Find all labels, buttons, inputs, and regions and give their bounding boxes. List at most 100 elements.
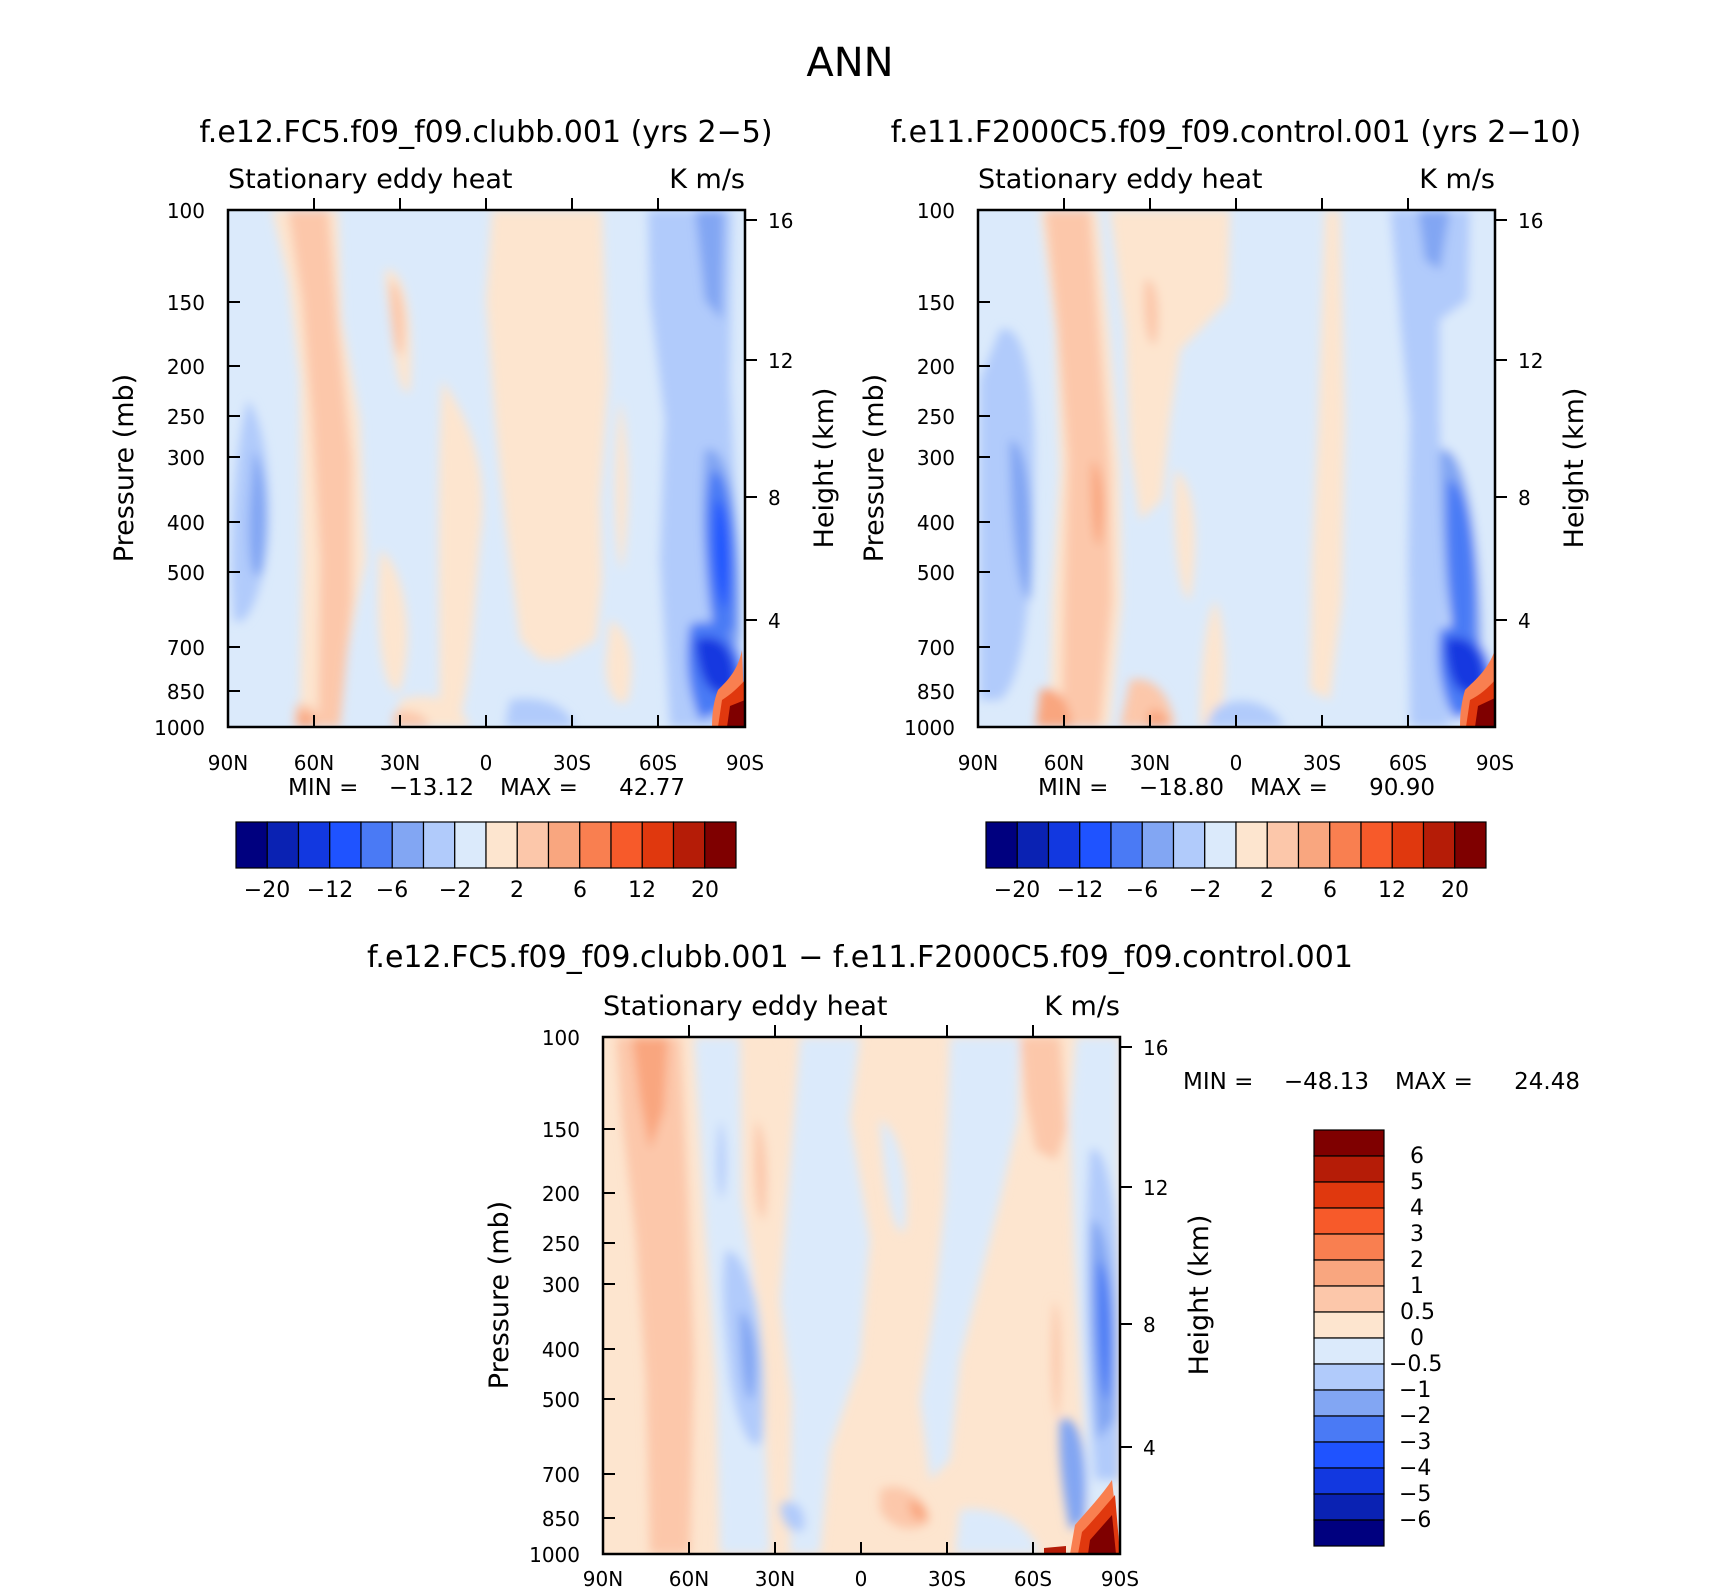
- panel-a-ylabel: Pressure (mb): [109, 374, 140, 562]
- x-tick-label: 90N: [208, 751, 248, 775]
- panel-a: f.e12.FC5.f09_f09.clubb.001 (yrs 2−5) St…: [109, 115, 840, 903]
- panel-c-x-ticks: 90N 60N 30N 0 30S 60S 90S: [583, 1567, 1139, 1591]
- figure-title: ANN: [806, 40, 893, 86]
- panel-c-axes: [603, 1025, 1132, 1554]
- panel-c-colorbar-labels: 6 5 4 3 2 1 0.5 0 −0.5 −1 −2 −3 −4 −5 −6: [1389, 1144, 1442, 1533]
- colorbar-label: 12: [628, 878, 656, 903]
- y-tick-label: 200: [917, 355, 955, 379]
- y-tick-label: 850: [917, 680, 955, 704]
- panel-c-units: K m/s: [1044, 991, 1120, 1022]
- y-tick-label: 850: [542, 1507, 580, 1531]
- panel-a-colorbar: [235, 821, 737, 869]
- colorbar-swatch: [1141, 821, 1175, 869]
- panel-b-ylabel: Pressure (mb): [859, 374, 890, 562]
- colorbar-label: 3: [1410, 1222, 1424, 1247]
- colorbar-label: −6: [376, 878, 408, 903]
- colorbar-label: −2: [439, 878, 471, 903]
- colorbar-swatch: [1313, 1415, 1385, 1443]
- y-tick-label: 400: [167, 511, 205, 535]
- panel-c-subtitle: Stationary eddy heat: [603, 991, 888, 1022]
- y-tick-label: 250: [167, 405, 205, 429]
- panel-b-x-ticks: 90N 60N 30N 0 30S 60S 90S: [958, 751, 1514, 775]
- height-tick-label: 4: [1143, 1436, 1156, 1460]
- colorbar-swatch: [1313, 1259, 1385, 1287]
- colorbar-swatch: [297, 821, 331, 869]
- colorbar-swatch: [1016, 821, 1050, 869]
- panel-b-max-label: MAX =: [1250, 775, 1328, 801]
- y-tick-label: 100: [167, 199, 205, 223]
- y-tick-label: 200: [167, 355, 205, 379]
- y-tick-label: 1000: [529, 1543, 580, 1567]
- height-tick-label: 4: [768, 609, 781, 633]
- y-tick-label: 1000: [904, 716, 955, 740]
- colorbar-swatch: [1313, 1337, 1385, 1365]
- colorbar-swatch: [1235, 821, 1268, 869]
- colorbar-swatch: [1313, 1467, 1385, 1495]
- panel-b-title: f.e11.F2000C5.f09_f09.control.001 (yrs 2…: [891, 115, 1582, 150]
- colorbar-label: 6: [1410, 1144, 1424, 1169]
- height-tick-label: 4: [1518, 609, 1531, 633]
- x-tick-label: 30S: [928, 1567, 966, 1591]
- x-tick-label: 90S: [726, 751, 764, 775]
- x-tick-label: 30S: [1303, 751, 1341, 775]
- colorbar-swatch: [1313, 1233, 1385, 1261]
- colorbar-label: 20: [691, 878, 719, 903]
- colorbar-swatch: [1313, 1311, 1385, 1339]
- colorbar-swatch: [704, 821, 737, 869]
- panel-b-ylabel-right: Height (km): [1559, 388, 1590, 549]
- panel-b-right-ticks: 16 12 8 4: [1518, 209, 1543, 633]
- x-tick-label: 60N: [669, 1567, 709, 1591]
- height-tick-label: 16: [1518, 209, 1543, 233]
- x-tick-label: 60S: [1014, 1567, 1052, 1591]
- colorbar-swatch: [1110, 821, 1143, 869]
- colorbar-label: −6: [1399, 1508, 1431, 1533]
- colorbar-label: −12: [307, 878, 353, 903]
- colorbar-swatch: [1297, 821, 1331, 869]
- height-tick-label: 16: [1143, 1036, 1168, 1060]
- panel-c-title: f.e12.FC5.f09_f09.clubb.001 − f.e11.F200…: [367, 940, 1353, 975]
- colorbar-label: 2: [510, 878, 524, 903]
- x-tick-label: 30S: [553, 751, 591, 775]
- panel-c-min-value: −48.13: [1284, 1069, 1369, 1095]
- y-tick-label: 100: [917, 199, 955, 223]
- x-tick-label: 0: [855, 1567, 868, 1591]
- x-tick-label: 60N: [294, 751, 334, 775]
- colorbar-label: 1: [1410, 1274, 1424, 1299]
- colorbar-label: 0: [1410, 1326, 1424, 1351]
- colorbar-swatch: [672, 821, 706, 869]
- panel-a-contour-field: [228, 210, 745, 727]
- colorbar-label: 2: [1410, 1248, 1424, 1273]
- x-tick-label: 90S: [1101, 1567, 1139, 1591]
- colorbar-swatch: [547, 821, 581, 869]
- y-tick-label: 300: [542, 1273, 580, 1297]
- panel-a-x-ticks: 90N 60N 30N 0 30S 60S 90S: [208, 751, 764, 775]
- height-tick-label: 8: [1143, 1313, 1156, 1337]
- colorbar-swatch: [641, 821, 675, 869]
- y-tick-label: 500: [167, 561, 205, 585]
- colorbar-label: 6: [573, 878, 587, 903]
- height-tick-label: 12: [1143, 1176, 1168, 1200]
- y-tick-label: 700: [167, 636, 205, 660]
- colorbar-swatch: [1313, 1493, 1385, 1521]
- panel-c-colorbar: [1313, 1129, 1385, 1547]
- colorbar-swatch: [454, 821, 487, 869]
- panel-a-max-value: 42.77: [619, 775, 685, 801]
- colorbar-label: 0.5: [1400, 1300, 1435, 1325]
- colorbar-swatch: [1313, 1285, 1385, 1313]
- height-tick-label: 12: [768, 349, 793, 373]
- colorbar-swatch: [516, 821, 550, 869]
- y-tick-label: 150: [542, 1118, 580, 1142]
- panel-b-units: K m/s: [1419, 164, 1495, 195]
- colorbar-swatch: [1079, 821, 1112, 869]
- panel-c-min-label: MIN =: [1183, 1069, 1253, 1095]
- colorbar-swatch: [422, 821, 456, 869]
- y-tick-label: 400: [917, 511, 955, 535]
- y-tick-label: 150: [167, 291, 205, 315]
- panel-b-subtitle: Stationary eddy heat: [978, 164, 1263, 195]
- panel-a-axes: [228, 198, 757, 727]
- colorbar-label: −6: [1126, 878, 1158, 903]
- panel-a-min-label: MIN =: [288, 775, 358, 801]
- colorbar-swatch: [1454, 821, 1487, 869]
- panel-c-y-ticks: 100 150 200 250 300 400 500 700 850 1000: [529, 1026, 580, 1567]
- colorbar-swatch: [1172, 821, 1206, 869]
